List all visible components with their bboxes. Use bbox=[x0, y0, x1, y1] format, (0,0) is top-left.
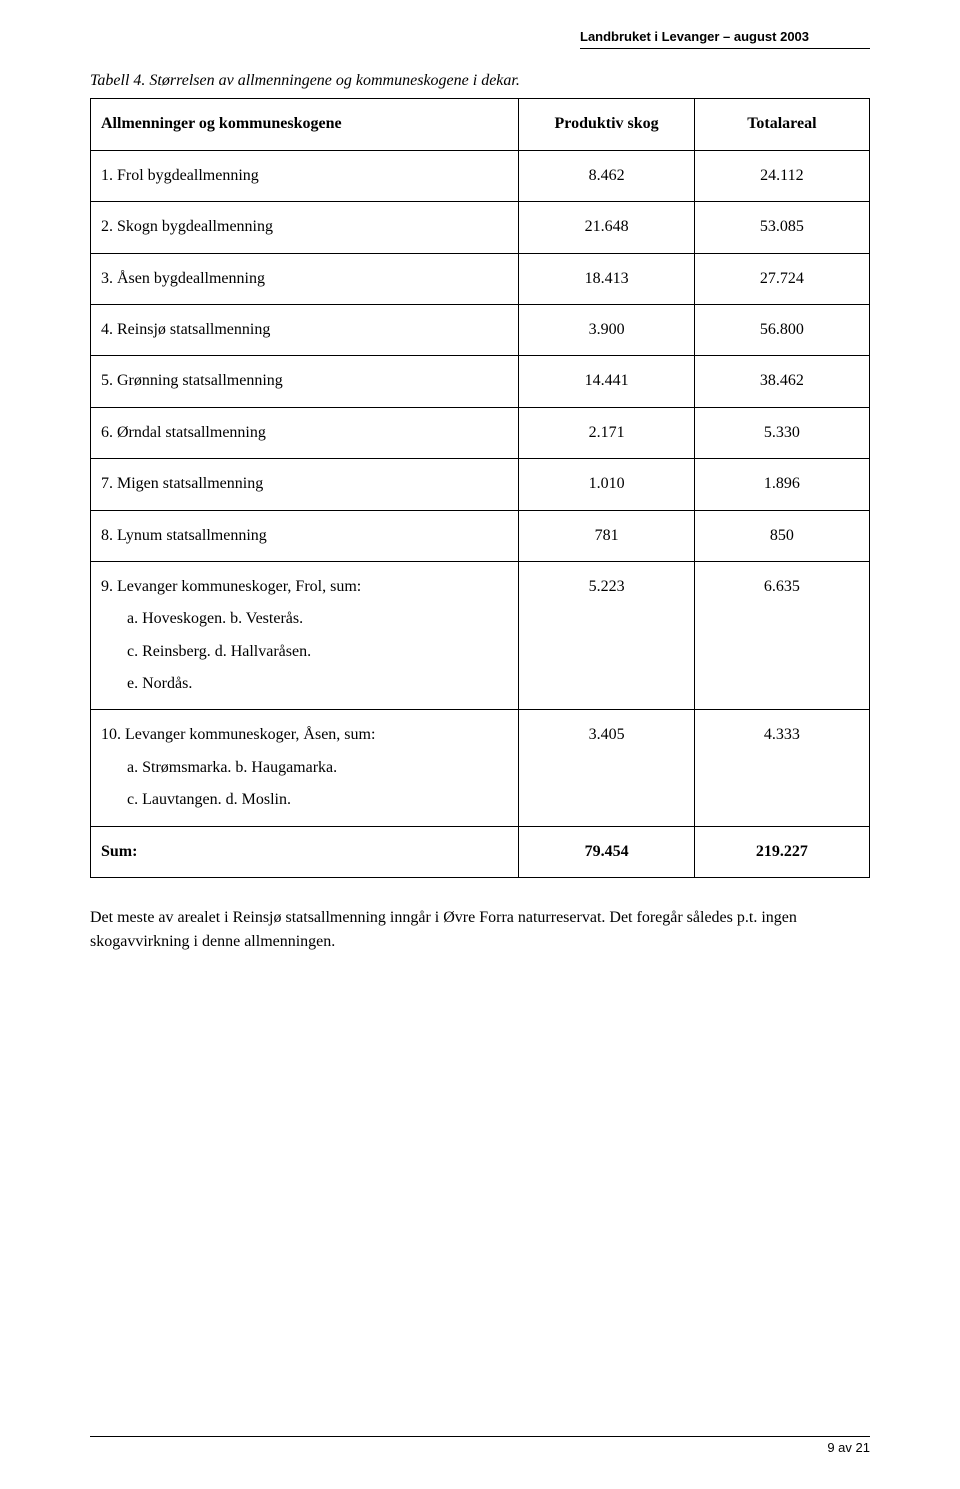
col-header-1: Allmenninger og kommuneskogene bbox=[91, 99, 519, 150]
row-sublabel: a. Hoveskogen. b. Vesterås. bbox=[101, 608, 508, 630]
row-value-2: 5.330 bbox=[694, 407, 869, 458]
row-value-1: 21.648 bbox=[519, 202, 694, 253]
row-value-1: 2.171 bbox=[519, 407, 694, 458]
page-header: Landbruket i Levanger – august 2003 bbox=[580, 28, 870, 49]
sum-value-2: 219.227 bbox=[694, 826, 869, 877]
row-label: 9. Levanger kommuneskoger, Frol, sum:a. … bbox=[91, 561, 519, 710]
row-label: 4. Reinsjø statsallmenning bbox=[91, 304, 519, 355]
row-sublabel: e. Nordås. bbox=[101, 673, 508, 695]
row-value-2: 38.462 bbox=[694, 356, 869, 407]
row-label: 3. Åsen bygdeallmenning bbox=[91, 253, 519, 304]
row-label: 2. Skogn bygdeallmenning bbox=[91, 202, 519, 253]
footer-rule bbox=[90, 1436, 870, 1437]
row-value-2: 53.085 bbox=[694, 202, 869, 253]
table-row: 4. Reinsjø statsallmenning3.90056.800 bbox=[91, 304, 870, 355]
table-sum-row: Sum:79.454219.227 bbox=[91, 826, 870, 877]
body-paragraph: Det meste av arealet i Reinsjø statsallm… bbox=[90, 906, 870, 954]
row-value-1: 14.441 bbox=[519, 356, 694, 407]
table-caption: Tabell 4. Størrelsen av allmenningene og… bbox=[90, 70, 870, 92]
row-value-2: 27.724 bbox=[694, 253, 869, 304]
table-row: 1. Frol bygdeallmenning8.46224.112 bbox=[91, 150, 870, 201]
page-footer: 9 av 21 bbox=[90, 1436, 870, 1457]
row-sublabel: a. Strømsmarka. b. Haugamarka. bbox=[101, 757, 508, 779]
table-row: 9. Levanger kommuneskoger, Frol, sum:a. … bbox=[91, 561, 870, 710]
sum-label: Sum: bbox=[91, 826, 519, 877]
table-header-row: Allmenninger og kommuneskogene Produktiv… bbox=[91, 99, 870, 150]
row-sublabel: c. Reinsberg. d. Hallvaråsen. bbox=[101, 641, 508, 663]
row-label: 5. Grønning statsallmenning bbox=[91, 356, 519, 407]
col-header-3: Totalareal bbox=[694, 99, 869, 150]
row-sublabel: c. Lauvtangen. d. Moslin. bbox=[101, 789, 508, 811]
row-value-1: 8.462 bbox=[519, 150, 694, 201]
data-table: Allmenninger og kommuneskogene Produktiv… bbox=[90, 98, 870, 878]
row-value-2: 56.800 bbox=[694, 304, 869, 355]
row-value-1: 18.413 bbox=[519, 253, 694, 304]
table-row: 10. Levanger kommuneskoger, Åsen, sum:a.… bbox=[91, 710, 870, 826]
row-value-1: 781 bbox=[519, 510, 694, 561]
header-text: Landbruket i Levanger – august 2003 bbox=[580, 29, 809, 44]
page-number: 9 av 21 bbox=[827, 1440, 870, 1455]
header-rule bbox=[580, 48, 870, 49]
row-value-1: 3.900 bbox=[519, 304, 694, 355]
row-label: 6. Ørndal statsallmenning bbox=[91, 407, 519, 458]
table-row: 5. Grønning statsallmenning14.44138.462 bbox=[91, 356, 870, 407]
table-row: 8. Lynum statsallmenning781850 bbox=[91, 510, 870, 561]
row-value-2: 4.333 bbox=[694, 710, 869, 826]
col-header-2: Produktiv skog bbox=[519, 99, 694, 150]
table-row: 6. Ørndal statsallmenning2.1715.330 bbox=[91, 407, 870, 458]
row-value-2: 24.112 bbox=[694, 150, 869, 201]
table-row: 2. Skogn bygdeallmenning21.64853.085 bbox=[91, 202, 870, 253]
row-value-1: 5.223 bbox=[519, 561, 694, 710]
row-label: 1. Frol bygdeallmenning bbox=[91, 150, 519, 201]
table-row: 3. Åsen bygdeallmenning18.41327.724 bbox=[91, 253, 870, 304]
sum-value-1: 79.454 bbox=[519, 826, 694, 877]
row-label: 7. Migen statsallmenning bbox=[91, 459, 519, 510]
row-value-2: 1.896 bbox=[694, 459, 869, 510]
row-label: 8. Lynum statsallmenning bbox=[91, 510, 519, 561]
row-value-1: 3.405 bbox=[519, 710, 694, 826]
row-value-2: 6.635 bbox=[694, 561, 869, 710]
row-value-2: 850 bbox=[694, 510, 869, 561]
row-label: 10. Levanger kommuneskoger, Åsen, sum:a.… bbox=[91, 710, 519, 826]
row-value-1: 1.010 bbox=[519, 459, 694, 510]
table-row: 7. Migen statsallmenning1.0101.896 bbox=[91, 459, 870, 510]
